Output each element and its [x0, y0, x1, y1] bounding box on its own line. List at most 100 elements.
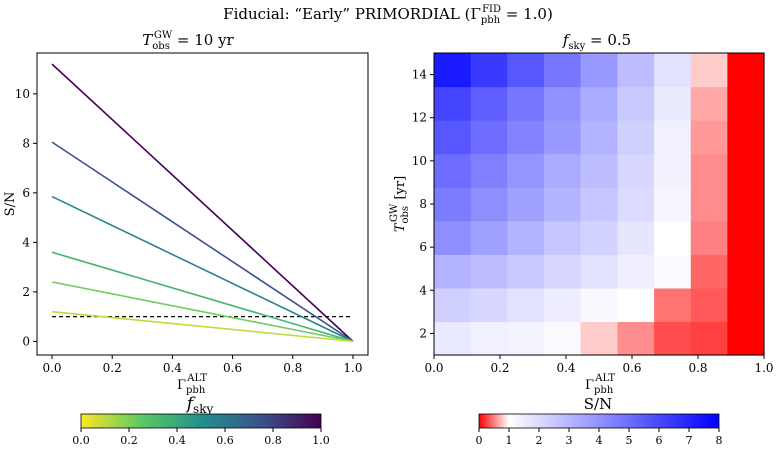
fsky-colorbar-tick-label: 0.0 — [72, 434, 90, 447]
heatmap-cell — [507, 321, 545, 356]
heatmap-y-tick-label: 12 — [412, 111, 427, 125]
line-chart-title-sup: GW — [154, 30, 173, 41]
heatmap-cell — [654, 53, 692, 88]
line-chart-x-axis: 0.0 0.2 0.4 0.6 0.8 1.0 — [42, 355, 363, 375]
heatmap-cell — [727, 86, 765, 121]
line-x-tick-label: 0.4 — [163, 361, 182, 375]
heatmap-cell — [690, 120, 728, 155]
heatmap-cell — [580, 287, 619, 323]
heatmap-x-label-sup: ALT — [594, 373, 615, 384]
heatmap-cell — [434, 153, 472, 188]
line-chart-x-label-sub: pbh — [186, 385, 206, 396]
heatmap-title-sub: sky — [568, 41, 585, 52]
heatmap-cells — [434, 53, 765, 356]
sn-colorbar-tick-label: 1 — [506, 434, 513, 447]
heatmap-cell — [543, 187, 582, 222]
heatmap-cell — [654, 287, 692, 323]
heatmap-cell — [470, 153, 508, 188]
heatmap-cell — [543, 287, 582, 323]
heatmap-y-label-sub: obs — [400, 206, 411, 224]
heatmap-cell — [470, 254, 508, 289]
heatmap-cell — [507, 254, 545, 289]
heatmap-cell — [543, 86, 582, 121]
heatmap-title-suffix: = 0.5 — [585, 31, 631, 49]
heatmap-cell — [654, 254, 692, 289]
heatmap-cell — [727, 187, 765, 222]
heatmap-cell — [690, 321, 728, 356]
sn-colorbar-ticks: 0 1 2 3 4 5 6 7 8 — [476, 428, 723, 447]
sn-colorbar-tick-label: 5 — [626, 434, 633, 447]
line-y-tick-label: 4 — [22, 235, 30, 249]
line-chart-x-label-sup: ALT — [186, 373, 207, 384]
heatmap-y-tick-label: 4 — [419, 283, 427, 297]
heatmap-cell — [690, 220, 728, 255]
heatmap-y-tick-label: 14 — [412, 68, 428, 82]
figure-title-prefix: Fiducial: “Early” PRIMORDIAL (Γ — [223, 5, 481, 23]
fsky-colorbar-label-main: f — [185, 394, 196, 414]
line-chart-y-axis: 0 2 4 6 8 10 — [15, 87, 37, 348]
figure-title: Fiducial: “Early” PRIMORDIAL (ΓpbhFID = … — [223, 4, 553, 26]
heatmap-cell — [690, 53, 728, 88]
heatmap-cell — [543, 53, 582, 88]
heatmap-cell — [470, 287, 508, 323]
fsky-colorbar — [80, 413, 322, 429]
figure-title-sub: pbh — [481, 15, 501, 26]
fsky-colorbar-tick-label: 0.4 — [168, 434, 186, 447]
heatmap-cell — [543, 120, 582, 155]
fsky-colorbar-ticks: 0.0 0.2 0.4 0.6 0.8 1.0 — [72, 428, 330, 447]
heatmap-cell — [690, 153, 728, 188]
sn-colorbar-tick-label: 0 — [476, 434, 483, 447]
heatmap-cell — [470, 187, 508, 222]
heatmap-cell — [654, 187, 692, 222]
line-series-3 — [51, 195, 354, 343]
heatmap-cell — [470, 53, 508, 88]
line-x-tick-label: 0.0 — [42, 361, 61, 375]
heatmap-cell — [470, 220, 508, 255]
heatmap-x-label-sub: pbh — [594, 385, 614, 396]
heatmap-x-label: ΓpbhALT — [585, 373, 615, 396]
line-y-tick-label: 6 — [22, 186, 30, 200]
sn-colorbar-tick-label: 6 — [656, 434, 663, 447]
heatmap-y-tick-label: 6 — [419, 240, 427, 254]
heatmap-cell — [434, 254, 472, 289]
line-series-5 — [51, 281, 354, 343]
heatmap-y-tick-label: 8 — [419, 197, 427, 211]
fsky-colorbar-label-sub: sky — [193, 402, 213, 416]
heatmap-cell — [470, 321, 508, 356]
heatmap-x-axis: 0.0 0.2 0.4 0.6 0.8 1.0 — [424, 355, 774, 375]
heatmap-cell — [470, 120, 508, 155]
line-x-tick-label: 1.0 — [343, 361, 362, 375]
heatmap-cell — [580, 321, 619, 356]
sn-colorbar-tick-label: 4 — [596, 434, 603, 447]
figure-title-suffix: = 1.0) — [501, 5, 553, 23]
heatmap-y-label: TobsGW [yr] — [389, 176, 411, 232]
heatmap-x-tick-label: 0.8 — [688, 361, 707, 375]
heatmap-y-axis: 2 4 6 8 10 12 14 — [412, 68, 434, 340]
heatmap-cell — [617, 220, 655, 255]
heatmap-cell — [690, 254, 728, 289]
heatmap-cell — [507, 53, 545, 88]
heatmap-cell — [543, 254, 582, 289]
line-x-tick-label: 0.2 — [103, 361, 122, 375]
heatmap-cell — [543, 220, 582, 255]
figure-title-sup: FID — [482, 4, 501, 15]
heatmap-cell — [507, 153, 545, 188]
heatmap-cell — [617, 287, 655, 323]
fsky-colorbar-tick-label: 0.2 — [120, 434, 138, 447]
heatmap-x-tick-label: 0.2 — [490, 361, 509, 375]
heatmap-y-label-main: T — [393, 222, 408, 232]
heatmap-cell — [727, 120, 765, 155]
heatmap-cell — [654, 153, 692, 188]
heatmap-x-label-main: Γ — [585, 378, 594, 393]
fsky-colorbar-tick-label: 0.6 — [216, 434, 234, 447]
heatmap-cell — [727, 220, 765, 255]
line-chart-y-label: S/N — [3, 192, 18, 217]
line-series-2 — [51, 141, 354, 343]
sn-colorbar — [478, 413, 720, 429]
line-chart-title-sub: obs — [152, 41, 170, 52]
heatmap-cell — [434, 287, 472, 323]
heatmap-cell — [617, 187, 655, 222]
heatmap-cell — [543, 321, 582, 356]
heatmap-title-main: f — [562, 31, 571, 49]
